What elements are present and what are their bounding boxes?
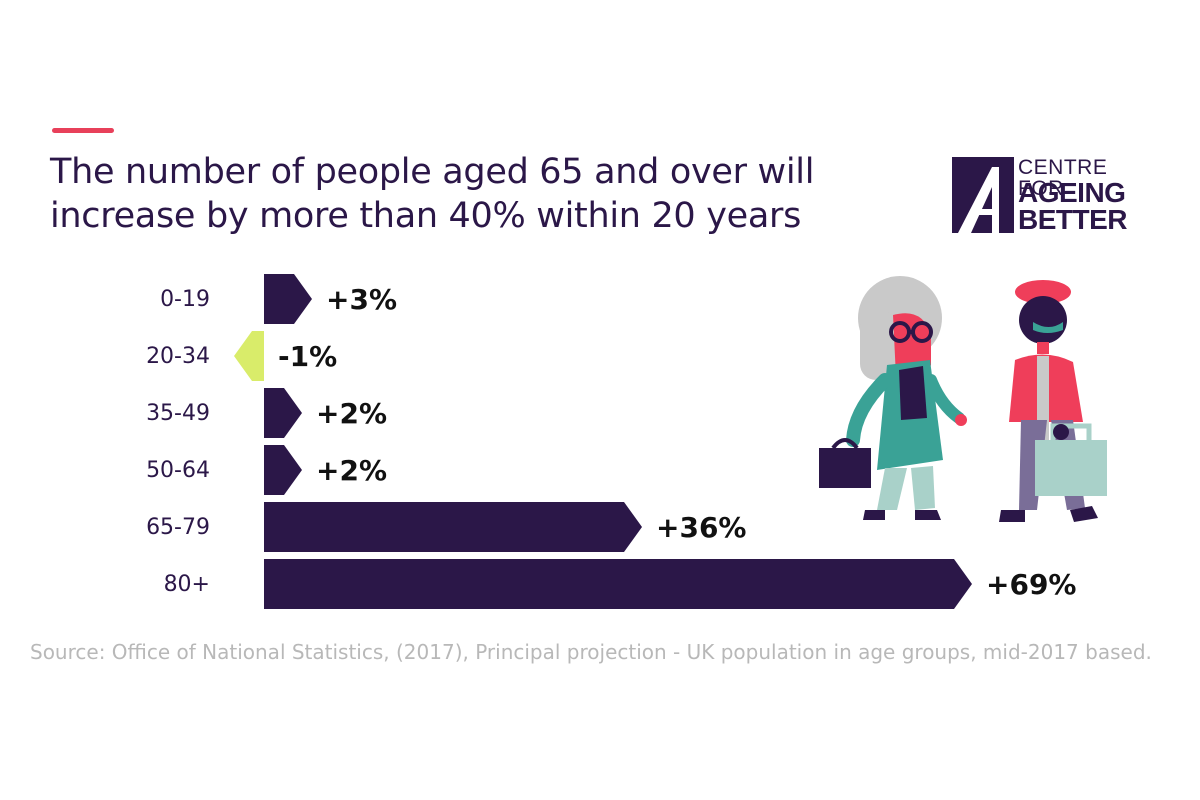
age-group-change-chart: 0-19 +3% 20-34 -1% 35-49 +2% 50-64 +2% 65-79 +36%…: [146, 274, 1076, 609]
bar: [264, 502, 642, 552]
data-label: +2%: [316, 454, 387, 487]
source-note: Source: Office of National Statistics, (…: [30, 640, 1152, 664]
bar: [264, 559, 972, 609]
chart-title: The number of people aged 65 and over wi…: [50, 150, 850, 238]
chart-title-line-2: increase by more than 40% within 20 year…: [50, 196, 802, 236]
category-label: 20-34: [146, 344, 210, 369]
logo-line-3: BETTER: [1018, 204, 1128, 235]
category-label: 0-19: [160, 287, 210, 312]
category-label: 65-79: [146, 515, 210, 540]
data-label: -1%: [278, 340, 337, 373]
logo-mark-icon: [952, 157, 1014, 233]
data-label: +3%: [326, 283, 397, 316]
bar: [264, 388, 302, 438]
logo-line-2: AGEING: [1018, 177, 1126, 208]
logo-line-1: CENTRE FOR: [1018, 156, 1108, 200]
woman-figure-icon: [819, 276, 967, 520]
category-label: 50-64: [146, 458, 210, 483]
logo-wordmark: CENTRE FOR AGEING BETTER: [1018, 156, 1152, 235]
data-label: +36%: [656, 511, 746, 544]
bar: [264, 274, 312, 324]
data-label: +69%: [986, 568, 1076, 601]
man-figure-icon: [999, 280, 1107, 522]
bar: [234, 331, 264, 381]
category-label: 35-49: [146, 401, 210, 426]
bar: [264, 445, 302, 495]
chart-title-line-1: The number of people aged 65 and over wi…: [50, 152, 815, 192]
centre-for-ageing-better-logo: CENTRE FOR AGEING BETTER: [952, 157, 1152, 237]
older-people-walking-illustration: [819, 276, 1107, 522]
accent-rule: [52, 128, 114, 133]
category-label: 80+: [164, 572, 210, 597]
data-label: +2%: [316, 397, 387, 430]
